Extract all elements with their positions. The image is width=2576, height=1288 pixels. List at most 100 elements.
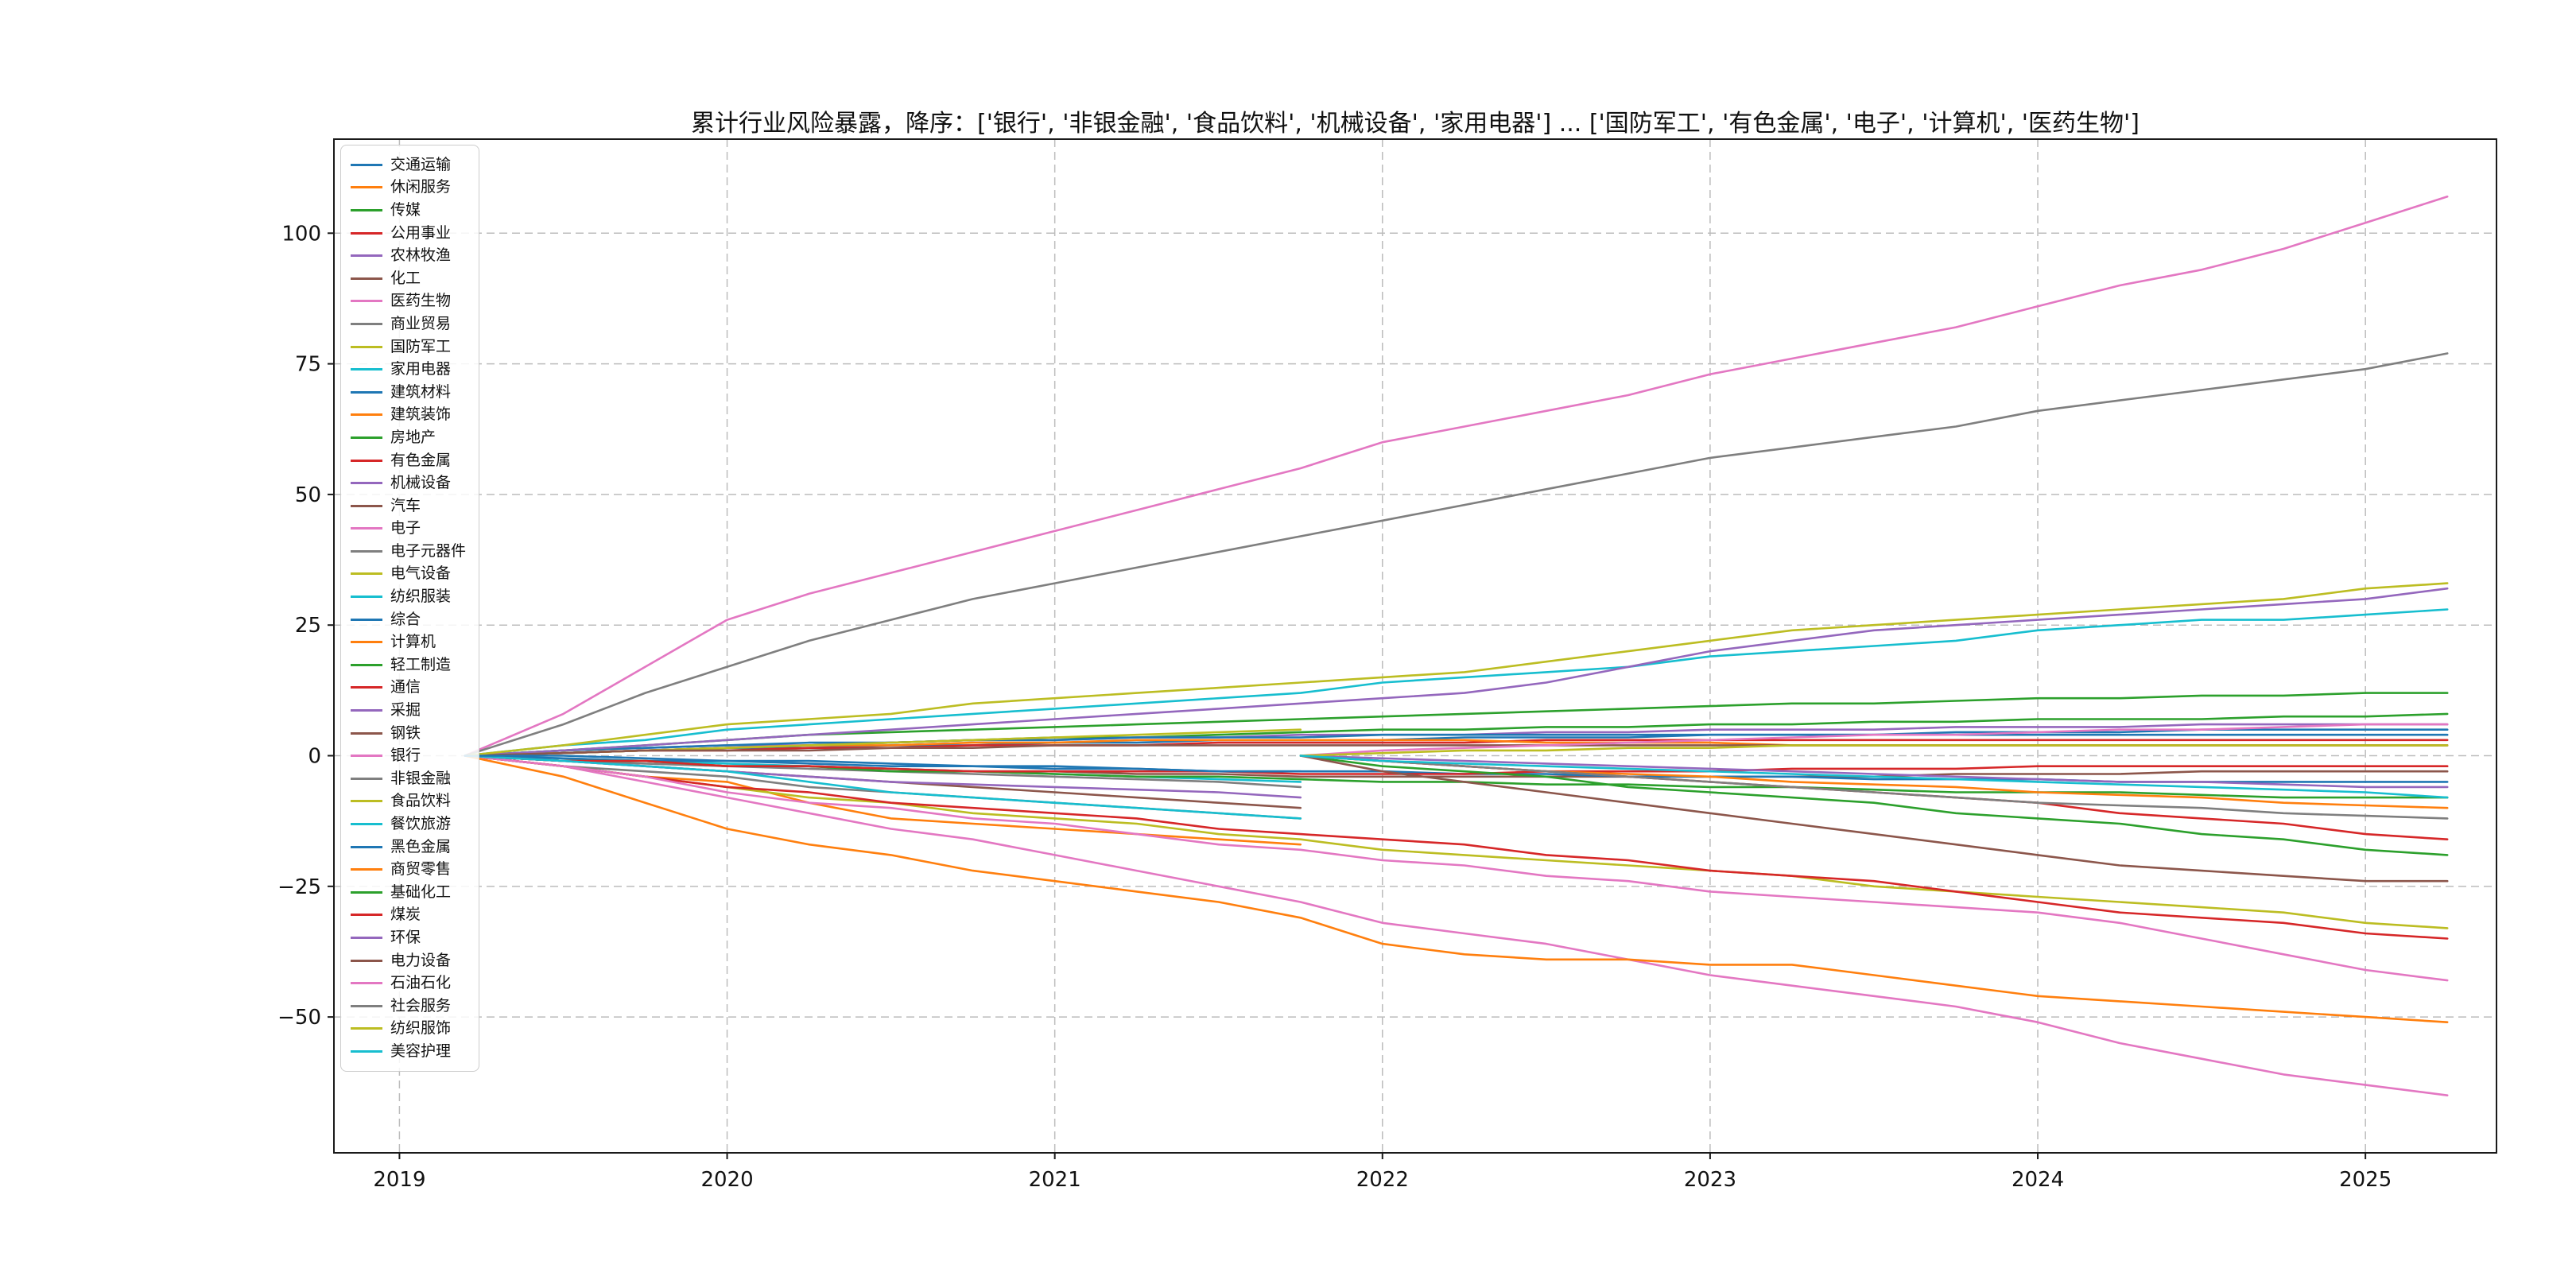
legend-line-swatch [351, 186, 382, 189]
legend-item: 农林牧渔 [351, 244, 466, 267]
legend-line-swatch [351, 459, 382, 462]
chart-title: 累计行业风险暴露，降序：['银行', '非银金融', '食品饮料', '机械设备… [690, 110, 2140, 138]
legend-item: 轻工制造 [351, 654, 466, 677]
legend-line-swatch [351, 436, 382, 439]
series-line-39 [1299, 755, 2449, 799]
x-tick-label: 2019 [373, 1168, 425, 1192]
legend-item: 国防军工 [351, 336, 466, 359]
series-line-20 [464, 755, 2449, 783]
legend-line-swatch [351, 800, 382, 803]
legend-line-swatch [351, 322, 382, 325]
legend-item: 建筑装饰 [351, 404, 466, 427]
legend-label: 煤炭 [390, 906, 421, 924]
series-line-3 [464, 739, 2449, 757]
legend-item: 银行 [351, 744, 466, 767]
series-line-6 [464, 755, 2449, 1096]
legend-label: 纺织服饰 [390, 1019, 452, 1038]
legend-label: 房地产 [390, 428, 436, 446]
legend-label: 环保 [390, 928, 421, 946]
legend-label: 综合 [390, 610, 421, 628]
legend-line-swatch [351, 527, 382, 530]
legend-item: 纺织服饰 [351, 1018, 466, 1041]
legend-line-swatch [351, 823, 382, 826]
x-tick-label: 2023 [1684, 1168, 1736, 1192]
legend-item: 纺织服装 [351, 585, 466, 608]
x-tick-label: 2024 [2012, 1168, 2064, 1192]
legend-line-swatch [351, 345, 382, 348]
legend-item: 汽车 [351, 495, 466, 518]
legend-line-swatch [351, 641, 382, 644]
y-tick-label: 50 [295, 483, 321, 507]
series-line-34 [1299, 755, 2449, 789]
legend-item: 黑色金属 [351, 836, 466, 859]
legend-item: 采掘 [351, 699, 466, 722]
legend-line-swatch [351, 208, 382, 211]
legend-line-swatch [351, 755, 382, 758]
legend-label: 化工 [390, 269, 421, 287]
legend-line-swatch [351, 596, 382, 599]
legend-line-swatch [351, 868, 382, 871]
legend-label: 商业贸易 [390, 314, 452, 332]
legend-line-swatch [351, 982, 382, 985]
legend-item: 商业贸易 [351, 312, 466, 336]
legend: 交通运输 休闲服务 传媒 公用事业 农林牧渔 化工 医药生物 商业贸易 国防军工 家用电器 建筑材料… [340, 145, 480, 1072]
legend-item: 餐饮旅游 [351, 813, 466, 836]
legend-label: 采掘 [390, 701, 421, 720]
series-line-9 [464, 608, 2449, 757]
legend-label: 基础化工 [390, 883, 452, 901]
x-tick-label: 2021 [1029, 1168, 1081, 1192]
legend-label: 轻工制造 [390, 655, 452, 673]
legend-line-swatch [351, 368, 382, 371]
legend-item: 基础化工 [351, 881, 466, 904]
series-line-36 [1299, 723, 2449, 757]
x-tick-label: 2022 [1356, 1168, 1409, 1192]
x-tick-label: 2025 [2339, 1168, 2392, 1192]
legend-item: 商贸零售 [351, 858, 466, 881]
legend-line-swatch [351, 914, 382, 917]
legend-item: 综合 [351, 608, 466, 631]
legend-item: 医药生物 [351, 290, 466, 313]
series-line-28 [464, 582, 2449, 757]
legend-label: 通信 [390, 678, 421, 696]
legend-item: 公用事业 [351, 222, 466, 245]
legend-label: 石油石化 [390, 974, 452, 992]
legend-item: 煤炭 [351, 904, 466, 927]
series-line-8 [464, 755, 2449, 929]
legend-line-swatch [351, 300, 382, 303]
legend-line-swatch [351, 572, 382, 576]
series-line-27 [464, 352, 2449, 757]
legend-item: 电子 [351, 518, 466, 541]
series-line-35 [1299, 755, 2449, 883]
series-line-30 [464, 755, 1302, 773]
legend-item: 电气设备 [351, 563, 466, 586]
series-line-16 [464, 755, 2449, 982]
y-tick-label: −50 [277, 1006, 321, 1030]
legend-item: 环保 [351, 926, 466, 949]
legend-label: 家用电器 [390, 360, 452, 378]
legend-label: 电子元器件 [390, 541, 467, 560]
legend-line-swatch [351, 1049, 382, 1053]
series-line-14 [464, 587, 2449, 757]
legend-label: 社会服务 [390, 996, 452, 1014]
series-line-37 [1299, 755, 2449, 820]
legend-line-swatch [351, 845, 382, 848]
y-tick-label: −25 [277, 875, 321, 899]
legend-label: 美容护理 [390, 1042, 452, 1060]
y-tick-label: 0 [308, 745, 321, 769]
legend-line-swatch [351, 1027, 382, 1030]
legend-label: 公用事业 [390, 223, 452, 242]
legend-label: 电力设备 [390, 951, 452, 969]
legend-label: 建筑材料 [390, 382, 452, 401]
legend-label: 餐饮旅游 [390, 815, 452, 833]
x-tick-label: 2020 [700, 1168, 753, 1192]
legend-item: 非银金融 [351, 767, 466, 790]
legend-line-swatch [351, 231, 382, 235]
legend-item: 通信 [351, 677, 466, 700]
legend-item: 石油石化 [351, 972, 466, 995]
legend-line-swatch [351, 890, 382, 894]
legend-label: 医药生物 [390, 292, 452, 310]
legend-item: 计算机 [351, 630, 466, 654]
legend-line-swatch [351, 731, 382, 735]
legend-label: 纺织服装 [390, 588, 452, 606]
legend-item: 钢铁 [351, 722, 466, 745]
